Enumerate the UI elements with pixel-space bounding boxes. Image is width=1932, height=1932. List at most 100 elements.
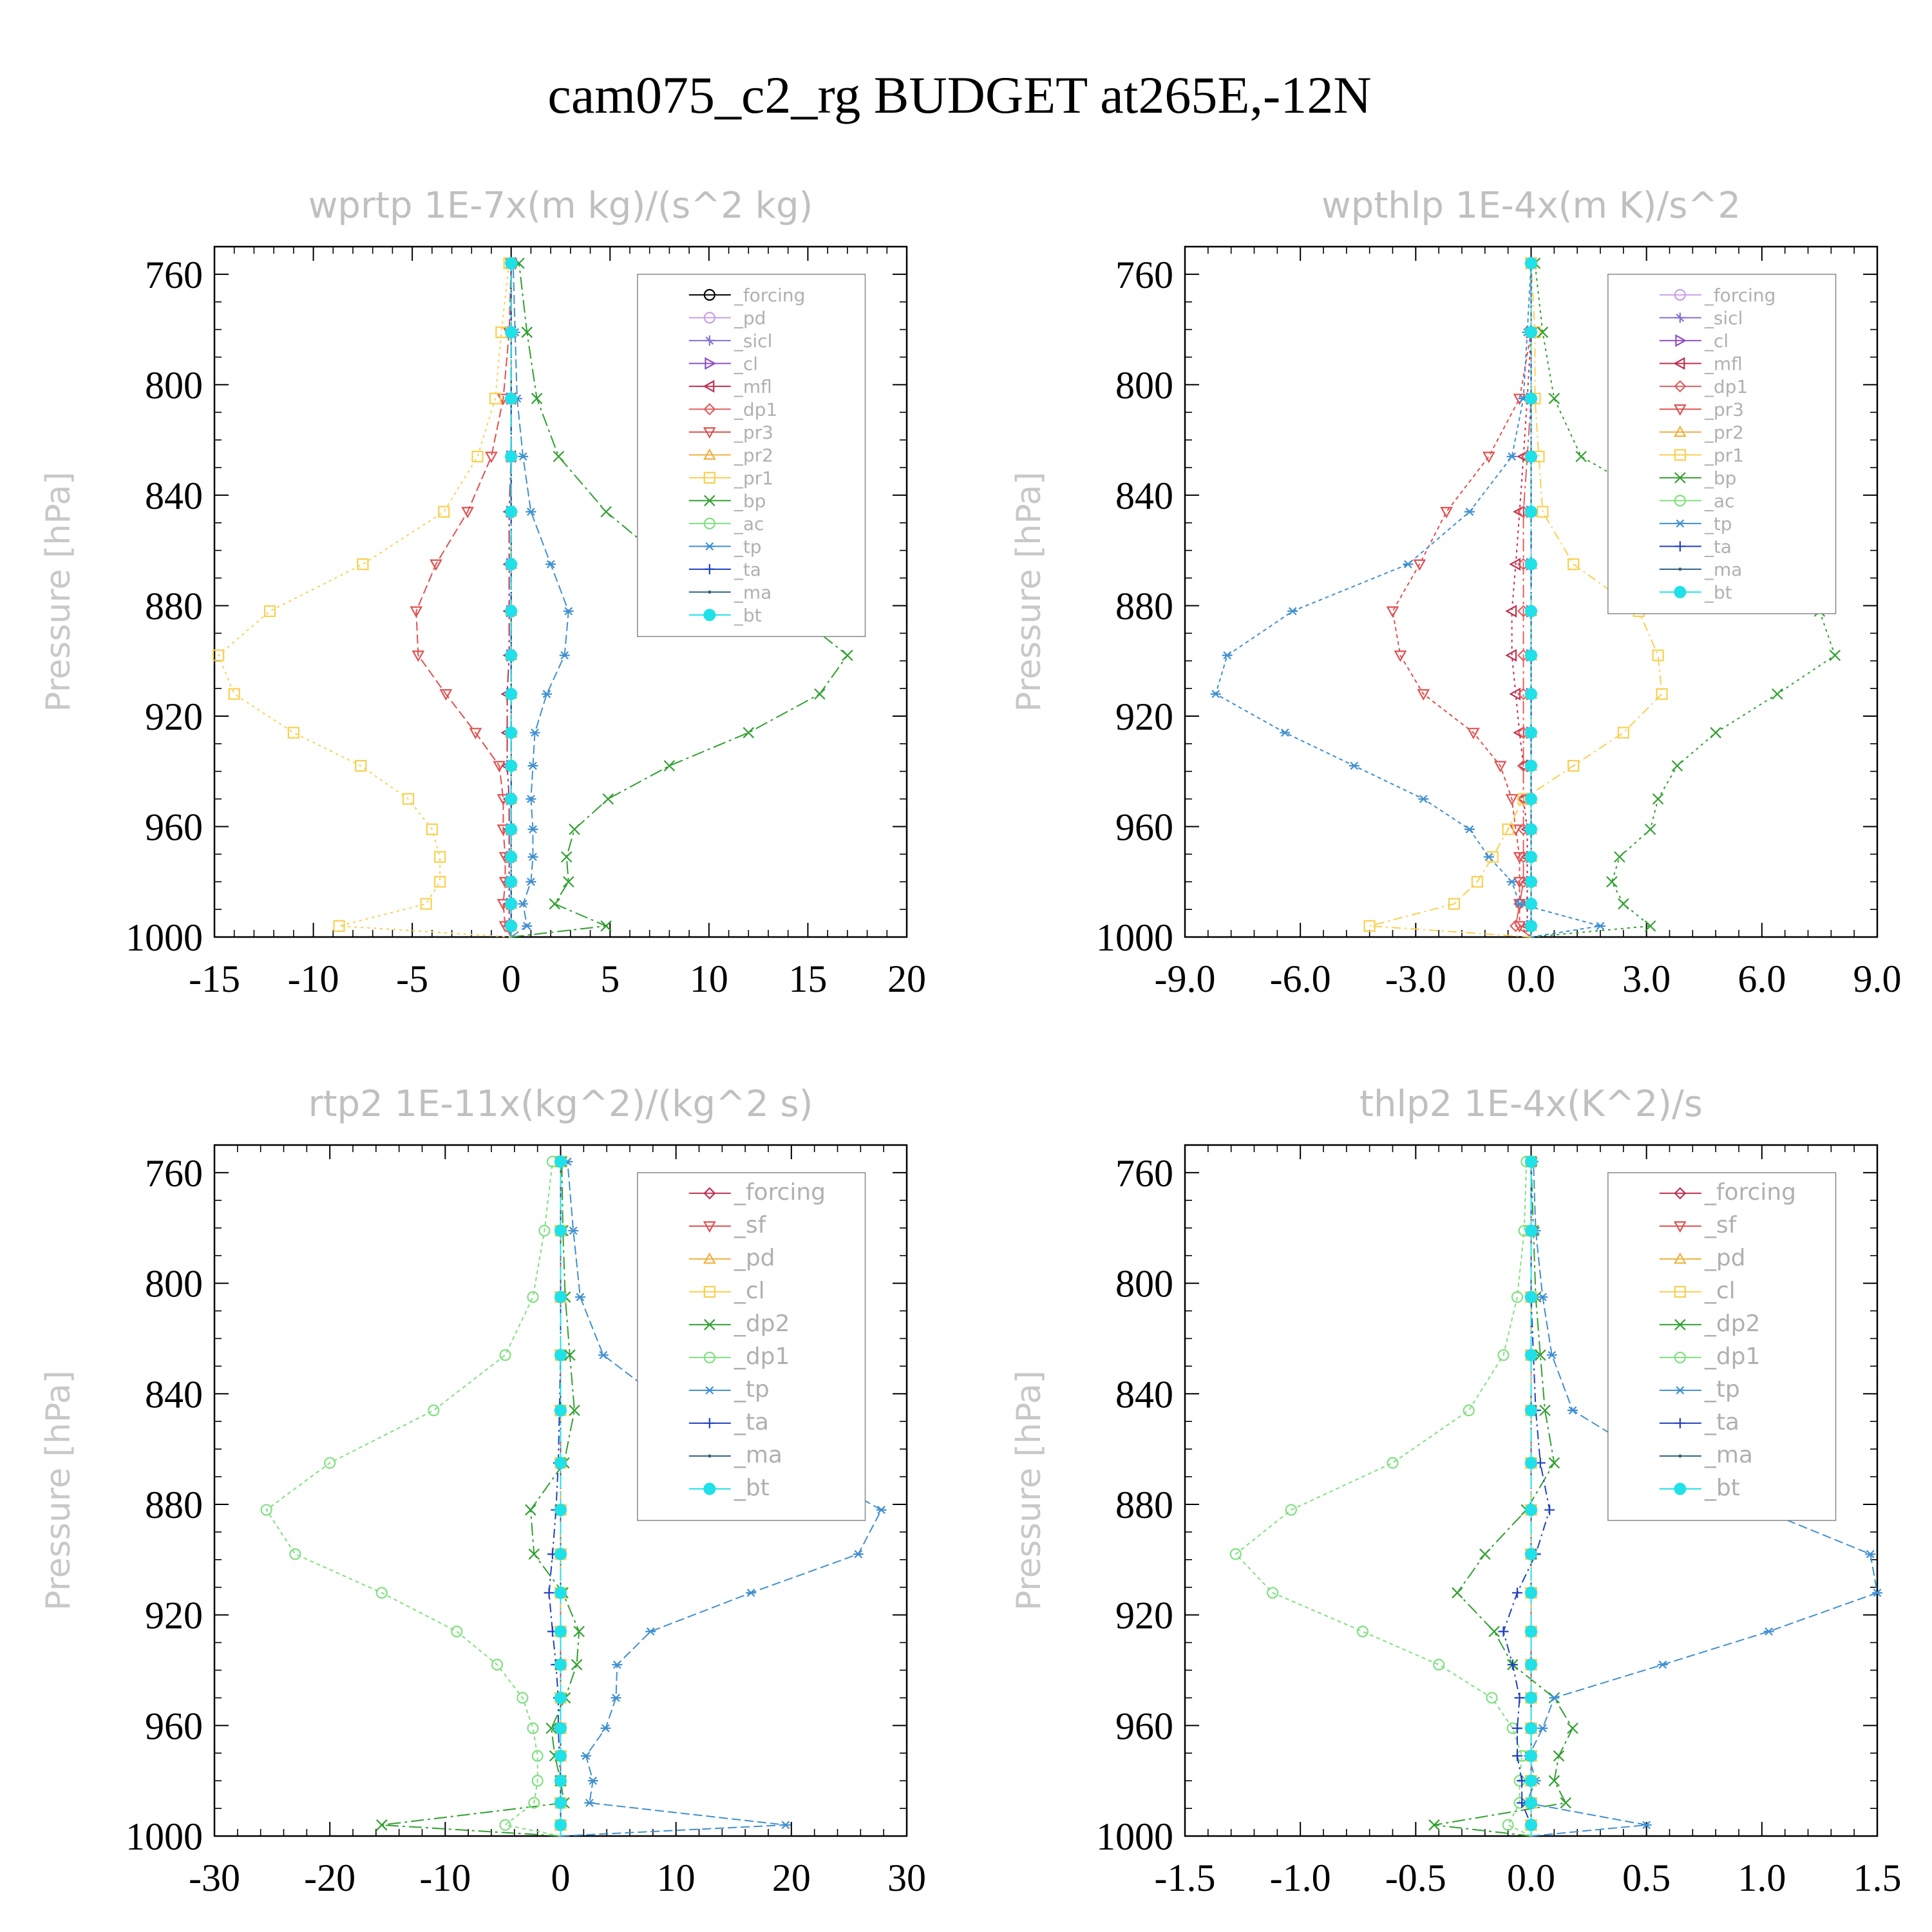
y-tick-label: 1000 bbox=[1096, 1815, 1173, 1858]
legend-item: _ac bbox=[688, 513, 764, 535]
y-tick-label: 1000 bbox=[1096, 916, 1173, 959]
data-point bbox=[1394, 650, 1407, 662]
data-point bbox=[1614, 851, 1625, 863]
data-point bbox=[1525, 649, 1537, 662]
series_tp bbox=[1210, 259, 1605, 938]
data-point bbox=[1512, 1750, 1522, 1761]
data-point bbox=[553, 451, 565, 462]
data-point bbox=[505, 875, 518, 888]
data-point bbox=[1525, 450, 1537, 463]
series-line bbox=[560, 1161, 882, 1837]
panel-title: thlp2 1E-4x(K^2)/s bbox=[1359, 1083, 1703, 1125]
data-point bbox=[1525, 793, 1537, 806]
y-tick-label: 840 bbox=[1115, 475, 1173, 517]
x-tick-label: -9.0 bbox=[1155, 958, 1216, 1000]
legend-label: _ac bbox=[734, 513, 764, 535]
data-point bbox=[559, 651, 570, 659]
data-point bbox=[1537, 1293, 1548, 1302]
series-line bbox=[1215, 263, 1601, 938]
x-tick-label: -1.5 bbox=[1155, 1857, 1216, 1899]
data-point bbox=[554, 1291, 567, 1303]
legend-label: _forcing bbox=[734, 1179, 826, 1206]
data-point bbox=[1509, 558, 1521, 571]
data-point bbox=[1497, 1349, 1510, 1361]
x-tick-label: 5 bbox=[600, 958, 620, 1000]
legend-item: _ac bbox=[1659, 490, 1734, 511]
legend: _forcing_pd_sicl_cl_mfl_dp1_pr3_pr2_pr1_… bbox=[637, 274, 866, 638]
series_bp bbox=[1529, 257, 1841, 938]
data-point bbox=[1502, 823, 1514, 835]
data-point bbox=[554, 1155, 567, 1168]
data-point bbox=[527, 825, 538, 834]
data-point bbox=[544, 1587, 554, 1598]
data-point bbox=[505, 450, 518, 463]
series-line bbox=[217, 263, 511, 938]
panel-title: rtp2 1E-11x(kg^2)/(kg^2 s) bbox=[308, 1083, 813, 1125]
series-line bbox=[265, 1161, 561, 1837]
legend-label: _ta bbox=[734, 1409, 769, 1435]
legend-item: _tp bbox=[688, 536, 762, 557]
x-tick-label: 6.0 bbox=[1738, 958, 1786, 1000]
series-line bbox=[1515, 263, 1532, 938]
legend-box bbox=[1607, 1172, 1837, 1521]
x-tick-label: 15 bbox=[788, 958, 827, 1000]
data-point bbox=[471, 450, 484, 462]
y-tick-label: 800 bbox=[145, 364, 203, 406]
legend-item: _forcing bbox=[688, 285, 805, 306]
data-point bbox=[1548, 1775, 1560, 1786]
x-tick-label: 1.0 bbox=[1738, 1857, 1786, 1899]
data-point bbox=[1671, 760, 1683, 772]
y-tick-label: 840 bbox=[145, 475, 203, 517]
legend-label: _tp bbox=[734, 1376, 770, 1403]
y-tick-label: 880 bbox=[1115, 585, 1173, 627]
legend-item: _tp bbox=[688, 1376, 770, 1403]
legend-item: _sicl bbox=[688, 330, 772, 352]
legend-label: _bp bbox=[1704, 468, 1737, 489]
data-point bbox=[600, 920, 612, 932]
data-point bbox=[402, 793, 415, 805]
legend-item: _sicl bbox=[1659, 307, 1743, 328]
data-point bbox=[1525, 605, 1537, 618]
legend-item: _sf bbox=[1659, 1212, 1738, 1238]
y-tick-label: 960 bbox=[1115, 806, 1173, 848]
series-line bbox=[1434, 1161, 1574, 1837]
data-point bbox=[1387, 1457, 1399, 1469]
data-point bbox=[1525, 851, 1537, 864]
data-point bbox=[1525, 1457, 1537, 1470]
data-point bbox=[505, 558, 518, 571]
data-point bbox=[1349, 761, 1359, 770]
data-point bbox=[426, 823, 438, 835]
data-point bbox=[564, 1349, 576, 1361]
legend-label: _cl bbox=[1704, 1278, 1736, 1304]
data-point bbox=[324, 1457, 336, 1469]
series-line bbox=[1392, 263, 1532, 938]
legend-label: _tp bbox=[734, 536, 762, 557]
data-point bbox=[1505, 794, 1519, 806]
y-axis-label: Pressure [hPa] bbox=[1010, 472, 1048, 712]
data-point bbox=[1403, 560, 1414, 569]
y-axis-label: Pressure [hPa] bbox=[39, 472, 78, 712]
data-point bbox=[1471, 876, 1483, 888]
data-point bbox=[554, 1586, 567, 1599]
data-point bbox=[743, 726, 755, 739]
legend-label: _bt bbox=[734, 1475, 770, 1501]
legend-label: _dp1 bbox=[734, 1343, 790, 1370]
data-point bbox=[528, 1548, 540, 1560]
legend-label: _mfl bbox=[1704, 353, 1743, 374]
y-tick-label: 880 bbox=[1115, 1484, 1173, 1526]
data-point bbox=[505, 605, 518, 618]
data-point bbox=[1865, 1549, 1876, 1558]
legend-item: _pr1 bbox=[688, 468, 773, 489]
data-point bbox=[1537, 506, 1549, 518]
data-point bbox=[554, 1224, 567, 1237]
data-point bbox=[505, 649, 518, 662]
data-point bbox=[1493, 761, 1507, 773]
data-point bbox=[505, 851, 518, 864]
data-point bbox=[518, 900, 529, 908]
x-tick-label: 0.0 bbox=[1507, 1857, 1555, 1899]
legend-item: _pr2 bbox=[688, 444, 773, 466]
legend-item: _ta bbox=[1659, 1409, 1739, 1435]
x-tick-label: -20 bbox=[304, 1857, 355, 1899]
data-point bbox=[1656, 688, 1668, 700]
data-point bbox=[1652, 649, 1664, 661]
